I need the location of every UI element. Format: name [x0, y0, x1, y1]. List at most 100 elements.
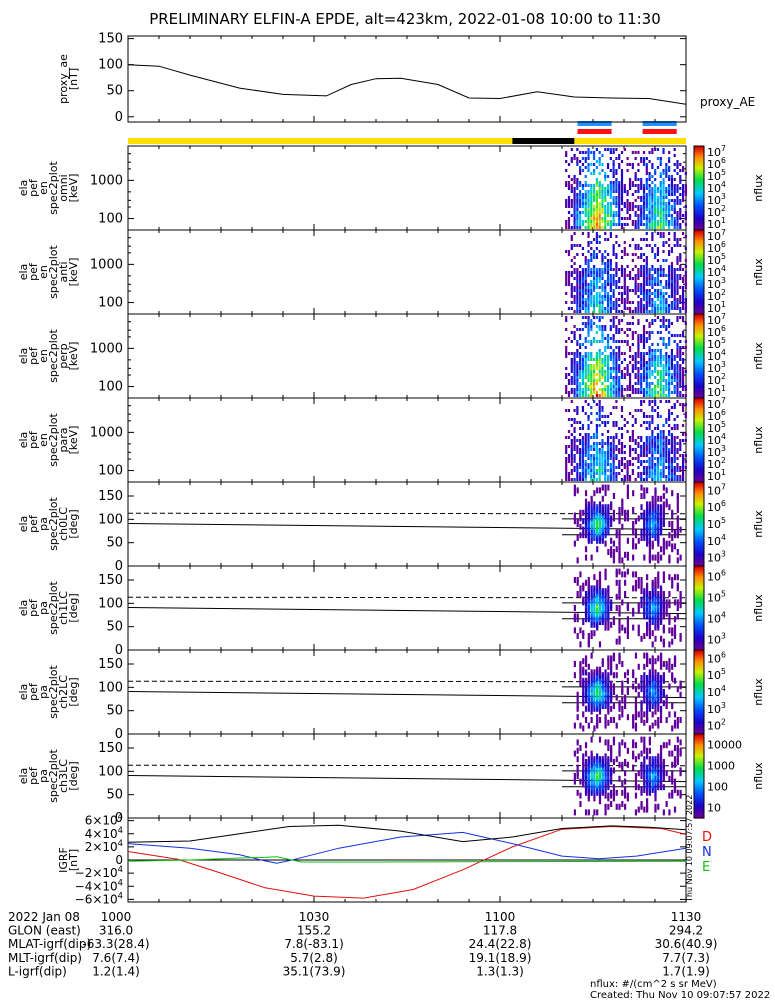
- spectrogram-cell: [673, 211, 676, 214]
- spectrogram-cell: [601, 460, 604, 463]
- spectrogram-cell: [587, 289, 590, 292]
- spectrogram-cell: [595, 430, 598, 433]
- spectrogram-cell: [620, 226, 624, 229]
- spectrogram-cell: [612, 148, 615, 151]
- pitch-angle-cell: [618, 512, 621, 519]
- spectrogram-cell: [570, 382, 573, 385]
- pitch-angle-cell: [662, 577, 665, 583]
- spectrogram-cell: [576, 205, 579, 208]
- spectrogram-cell: [573, 295, 576, 298]
- pitch-angle-cell: [637, 683, 640, 690]
- spectrogram-cell: [570, 259, 573, 262]
- spectrogram-cell: [620, 469, 624, 472]
- spectrogram-cell: [565, 160, 568, 163]
- pitch-angle-cell: [643, 633, 646, 639]
- spectrogram-cell: [634, 409, 637, 412]
- spectrogram-cell: [609, 214, 612, 217]
- spectrogram-cell: [593, 316, 596, 319]
- spectrogram-cell: [587, 286, 590, 289]
- spectrogram-cell: [656, 253, 660, 256]
- spectrogram-cell: [567, 379, 571, 382]
- spectrogram-cell: [584, 214, 587, 217]
- spectrogram-cell: [604, 391, 607, 394]
- spectrogram-cell: [659, 157, 662, 160]
- spectrogram-cell: [670, 262, 674, 265]
- pitch-angle-cell: [612, 493, 616, 499]
- spectrogram-cell: [681, 316, 685, 319]
- spectrogram-cell: [651, 298, 654, 301]
- y-axis-label: ch0LC: [57, 507, 70, 541]
- colorbar-cell: [694, 452, 704, 456]
- spectrogram-cell: [570, 226, 573, 229]
- spectrogram-cell: [565, 154, 568, 157]
- spectrogram-cell: [609, 436, 612, 439]
- spectrogram-cell: [668, 310, 671, 313]
- pitch-angle-cell: [618, 568, 621, 575]
- pitch-angle-cell: [651, 641, 654, 648]
- y-axis-label: ela: [17, 516, 30, 533]
- spectrogram-cell: [651, 223, 654, 226]
- pitch-angle-cell: [637, 711, 640, 718]
- spectrogram-cell: [601, 376, 604, 379]
- spectrogram-cell: [567, 457, 571, 460]
- spectrogram-cell: [628, 376, 632, 379]
- colorbar-cell: [694, 477, 704, 481]
- spectrogram-cell: [601, 271, 604, 274]
- y-axis-label: ela: [17, 432, 30, 449]
- pitch-angle-cell: [587, 677, 590, 684]
- spectrogram-cell: [606, 385, 610, 388]
- pitch-angle-cell: [576, 739, 579, 746]
- spectrogram-cell: [681, 196, 685, 199]
- pitch-angle-cell: [596, 809, 599, 816]
- spectrogram-cell: [665, 385, 668, 388]
- spectrogram-cell: [670, 448, 674, 451]
- spectrogram-cell: [645, 265, 648, 268]
- spectrogram-cell: [604, 196, 607, 199]
- spectrogram-cell: [654, 436, 657, 439]
- spectrogram-cell: [651, 466, 654, 469]
- spectrogram-cell: [615, 367, 618, 370]
- spectrogram-cell: [601, 217, 604, 220]
- spectrogram-cell: [623, 466, 626, 469]
- spectrogram-cell: [640, 409, 643, 412]
- spectrogram-cell: [640, 292, 643, 295]
- spectrogram-cell: [570, 469, 573, 472]
- pitch-angle-cell: [587, 633, 590, 639]
- spectrogram-cell: [598, 442, 601, 445]
- spectrogram-cell: [590, 289, 593, 292]
- spectrogram-cell: [670, 307, 674, 310]
- spectrogram-cell: [576, 208, 579, 211]
- spectrogram-cell: [598, 202, 601, 205]
- spectrogram-cell: [587, 199, 590, 202]
- colorbar-tick-label: 101: [707, 384, 726, 399]
- spectrogram-cell: [612, 472, 615, 475]
- colorbar-cell: [694, 419, 704, 422]
- spectrogram-cell: [620, 151, 624, 154]
- spectrogram-cell: [676, 199, 679, 202]
- spectrogram-cell: [637, 214, 640, 217]
- spectrogram-cell: [676, 223, 679, 226]
- spectrogram-cell: [681, 409, 685, 412]
- pitch-angle-cell: [584, 554, 588, 561]
- pitch-angle-cell: [676, 717, 679, 723]
- spectrogram-cell: [673, 466, 676, 469]
- pitch-angle-cell: [584, 717, 588, 723]
- spectrogram-cell: [648, 193, 651, 196]
- spectrogram-cell: [656, 277, 660, 280]
- spectrogram-cell: [665, 217, 668, 220]
- spectrogram-cell: [595, 364, 598, 367]
- spectrogram-cell: [681, 472, 685, 475]
- spectrogram-cell: [593, 469, 596, 472]
- spectrogram-cell: [676, 304, 679, 307]
- colorbar-cell: [694, 469, 704, 473]
- pitch-angle-cell: [607, 719, 610, 726]
- pitch-angle-cell: [679, 633, 682, 639]
- pitch-angle-cell: [637, 602, 640, 609]
- spectrogram-cell: [601, 466, 604, 469]
- spectrogram-cell: [579, 223, 582, 226]
- spectrogram-cell: [673, 292, 676, 295]
- spectrogram-cell: [631, 439, 634, 442]
- spectrogram-cell: [637, 217, 640, 220]
- spectrogram-cell: [631, 151, 634, 154]
